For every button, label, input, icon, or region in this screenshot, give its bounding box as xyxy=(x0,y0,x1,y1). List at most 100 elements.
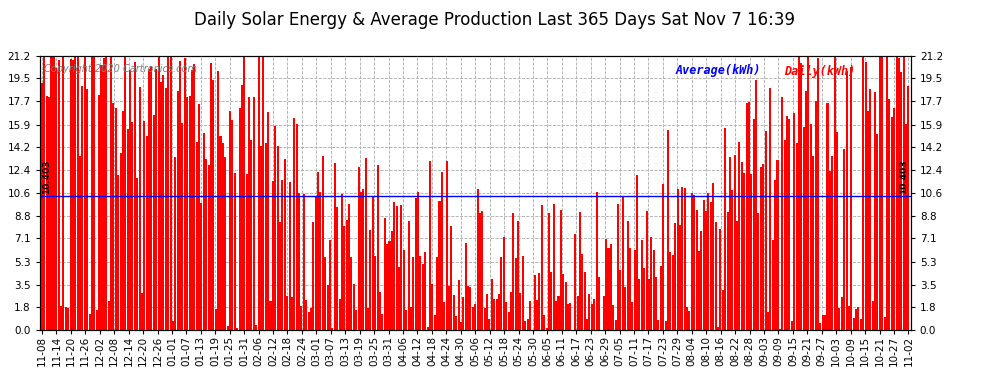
Bar xyxy=(298,194,300,330)
Bar xyxy=(488,319,490,330)
Bar xyxy=(867,111,869,330)
Bar xyxy=(772,240,774,330)
Bar xyxy=(144,121,146,330)
Bar xyxy=(410,308,412,330)
Bar xyxy=(393,202,395,330)
Bar xyxy=(645,211,647,330)
Bar xyxy=(650,237,652,330)
Bar xyxy=(903,46,905,330)
Bar xyxy=(652,250,654,330)
Bar xyxy=(146,136,148,330)
Bar xyxy=(262,57,264,330)
Bar xyxy=(93,46,95,330)
Bar xyxy=(200,202,203,330)
Bar xyxy=(184,58,186,330)
Bar xyxy=(550,272,552,330)
Bar xyxy=(905,124,907,330)
Bar xyxy=(464,243,466,330)
Bar xyxy=(300,306,303,330)
Bar xyxy=(148,69,150,330)
Bar xyxy=(900,72,902,330)
Bar xyxy=(736,221,739,330)
Bar xyxy=(881,56,883,330)
Bar xyxy=(817,58,819,330)
Bar xyxy=(212,80,215,330)
Bar xyxy=(403,250,405,330)
Bar xyxy=(44,54,46,330)
Bar xyxy=(893,108,895,330)
Bar xyxy=(113,103,115,330)
Bar xyxy=(767,312,769,330)
Bar xyxy=(496,299,498,330)
Bar xyxy=(500,256,502,330)
Bar xyxy=(574,234,576,330)
Bar xyxy=(517,220,519,330)
Bar xyxy=(388,240,390,330)
Bar xyxy=(120,153,122,330)
Bar xyxy=(452,296,454,330)
Bar xyxy=(293,118,295,330)
Bar xyxy=(552,204,554,330)
Bar xyxy=(303,194,305,330)
Bar xyxy=(60,306,62,330)
Bar xyxy=(84,46,86,330)
Bar xyxy=(405,310,407,330)
Bar xyxy=(859,319,862,330)
Bar xyxy=(305,300,307,330)
Bar xyxy=(717,327,719,330)
Bar xyxy=(647,279,650,330)
Bar xyxy=(117,175,119,330)
Bar xyxy=(76,46,78,330)
Bar xyxy=(244,52,246,330)
Bar xyxy=(88,314,91,330)
Bar xyxy=(241,85,243,330)
Bar xyxy=(369,230,371,330)
Bar xyxy=(96,310,98,330)
Bar xyxy=(281,180,283,330)
Bar xyxy=(781,97,783,330)
Bar xyxy=(446,160,447,330)
Bar xyxy=(852,318,854,330)
Bar xyxy=(246,174,248,330)
Bar xyxy=(681,187,683,330)
Bar xyxy=(774,180,776,330)
Bar xyxy=(593,299,595,330)
Bar xyxy=(757,213,759,330)
Bar xyxy=(122,111,124,330)
Bar xyxy=(510,292,512,330)
Bar xyxy=(541,205,543,330)
Bar xyxy=(462,297,464,330)
Bar xyxy=(437,257,439,330)
Bar xyxy=(727,212,729,330)
Bar xyxy=(429,161,431,330)
Bar xyxy=(655,277,657,330)
Bar xyxy=(367,308,369,330)
Bar xyxy=(674,223,676,330)
Bar xyxy=(824,315,826,330)
Bar xyxy=(505,302,507,330)
Bar xyxy=(188,96,190,330)
Bar xyxy=(172,321,174,330)
Bar xyxy=(739,142,741,330)
Bar xyxy=(55,68,57,330)
Bar xyxy=(162,75,164,330)
Bar xyxy=(586,319,588,330)
Bar xyxy=(379,292,381,330)
Bar xyxy=(639,279,641,330)
Bar xyxy=(791,321,793,330)
Bar xyxy=(869,89,871,330)
Bar xyxy=(234,173,236,330)
Bar xyxy=(264,143,266,330)
Bar xyxy=(208,165,210,330)
Bar xyxy=(545,327,547,330)
Bar xyxy=(108,301,110,330)
Bar xyxy=(62,46,64,330)
Bar xyxy=(908,86,910,330)
Bar xyxy=(598,277,600,330)
Bar xyxy=(669,252,671,330)
Bar xyxy=(741,162,742,330)
Bar xyxy=(820,323,822,330)
Bar xyxy=(812,156,814,330)
Bar xyxy=(81,86,83,330)
Bar xyxy=(864,62,866,330)
